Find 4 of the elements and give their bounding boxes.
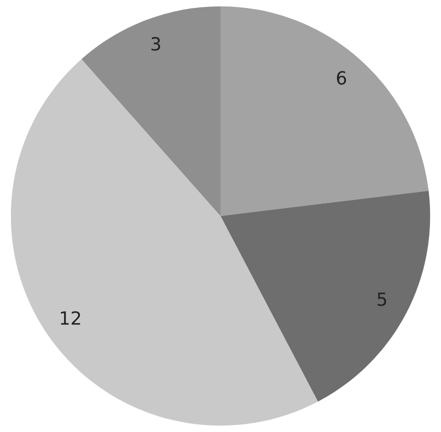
data-label: 6 (336, 71, 346, 85)
data-label: 3 (151, 37, 160, 51)
data-label: 12 (60, 311, 80, 325)
data-label: 5 (378, 292, 386, 306)
